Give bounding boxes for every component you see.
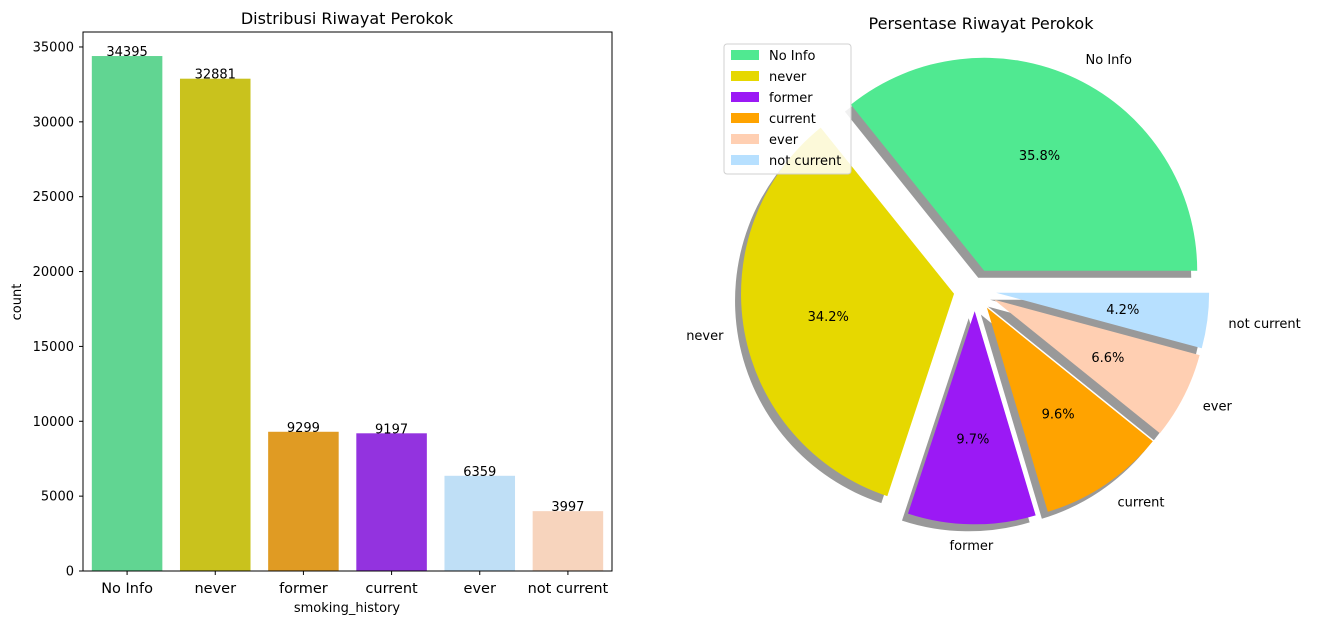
legend-swatch — [731, 134, 759, 144]
pie-percent-label: 4.2% — [1106, 303, 1139, 318]
pie-percent-label: 6.6% — [1091, 351, 1124, 366]
x-axis-title: smoking_history — [294, 601, 401, 616]
bar-plot-frame — [82, 31, 613, 572]
pie-category-labels: No Info never former current ever not current — [686, 53, 1301, 554]
pie-slice — [986, 307, 1153, 512]
bar-value-label: 9197 — [375, 422, 408, 437]
pie-category-label: current — [1118, 496, 1165, 511]
pie-slice — [996, 292, 1210, 349]
bar-value-label: 3997 — [551, 500, 584, 515]
y-tick-label: 0 — [66, 565, 74, 580]
pie-percent-label: 9.7% — [956, 433, 989, 448]
pie-category-label: No Info — [1086, 53, 1132, 68]
pie-slice — [993, 299, 1200, 434]
bar-value-labels: 34395 32881 9299 9197 6359 3997 — [106, 45, 584, 515]
pie-chart: Persentase Riwayat Perokok 35.8% 34.2% 9.7… — [686, 14, 1301, 554]
x-axis-ticks: No Info never former current ever not current — [101, 571, 609, 597]
legend-label: No Info — [769, 49, 815, 64]
bar — [444, 475, 516, 571]
y-tick-label: 30000 — [33, 115, 74, 130]
pie-percent-label: 9.6% — [1042, 407, 1075, 422]
bar-chart: Distribusi Riwayat Perokok 34395 32881 929… — [10, 9, 613, 616]
bar — [532, 511, 604, 571]
pie-category-label: former — [950, 539, 994, 554]
legend-label: former — [769, 91, 813, 106]
bar-chart-title: Distribusi Riwayat Perokok — [241, 9, 454, 28]
pie-percent-label: 35.8% — [1019, 149, 1060, 164]
pie-percent-labels: 35.8% 34.2% 9.7% 9.6% 6.6% 4.2% — [808, 149, 1140, 448]
pie-category-label: ever — [1203, 399, 1233, 414]
pie-slices — [741, 57, 1210, 525]
pie-legend: No Info never former current ever not current — [723, 43, 852, 175]
legend-swatch — [731, 155, 759, 165]
legend-swatch — [731, 50, 759, 60]
pie-slice — [850, 57, 1198, 271]
pie-percent-label: 34.2% — [808, 310, 849, 325]
y-tick-label: 5000 — [41, 490, 74, 505]
pie-slice — [741, 127, 955, 497]
x-tick-label: ever — [464, 581, 496, 597]
bar-value-label: 6359 — [463, 465, 496, 480]
bar-value-label: 32881 — [195, 68, 236, 83]
legend-label: current — [769, 112, 816, 127]
bar — [179, 78, 251, 571]
legend-swatch — [731, 92, 759, 102]
legend-label: ever — [769, 133, 799, 148]
x-tick-label: never — [194, 581, 236, 597]
bar — [356, 433, 427, 571]
x-tick-label: former — [279, 581, 328, 597]
y-tick-label: 10000 — [33, 415, 74, 430]
pie-category-label: never — [686, 329, 724, 344]
pie-slice — [907, 311, 1036, 525]
bar-value-label: 34395 — [106, 45, 147, 60]
legend-label: not current — [769, 154, 841, 169]
bar-value-label: 9299 — [287, 421, 320, 436]
bar-marks — [91, 56, 604, 572]
legend-swatch — [731, 71, 759, 81]
y-tick-label: 15000 — [33, 340, 74, 355]
bar — [268, 431, 339, 571]
x-tick-label: No Info — [101, 581, 153, 597]
y-tick-label: 25000 — [33, 190, 74, 205]
y-axis-title: count — [10, 284, 25, 321]
x-tick-label: not current — [528, 581, 609, 597]
y-axis-ticks: 0 5000 10000 15000 20000 25000 30000 35000 — [33, 40, 83, 580]
y-tick-label: 20000 — [33, 265, 74, 280]
legend-entries: No Info never former current ever not current — [731, 49, 841, 169]
y-tick-label: 35000 — [33, 40, 74, 55]
pie-chart-title: Persentase Riwayat Perokok — [869, 14, 1095, 33]
legend-label: never — [769, 70, 807, 85]
x-tick-label: current — [365, 581, 418, 597]
bar — [91, 56, 163, 572]
pie-category-label: not current — [1228, 317, 1300, 332]
legend-swatch — [731, 113, 759, 123]
